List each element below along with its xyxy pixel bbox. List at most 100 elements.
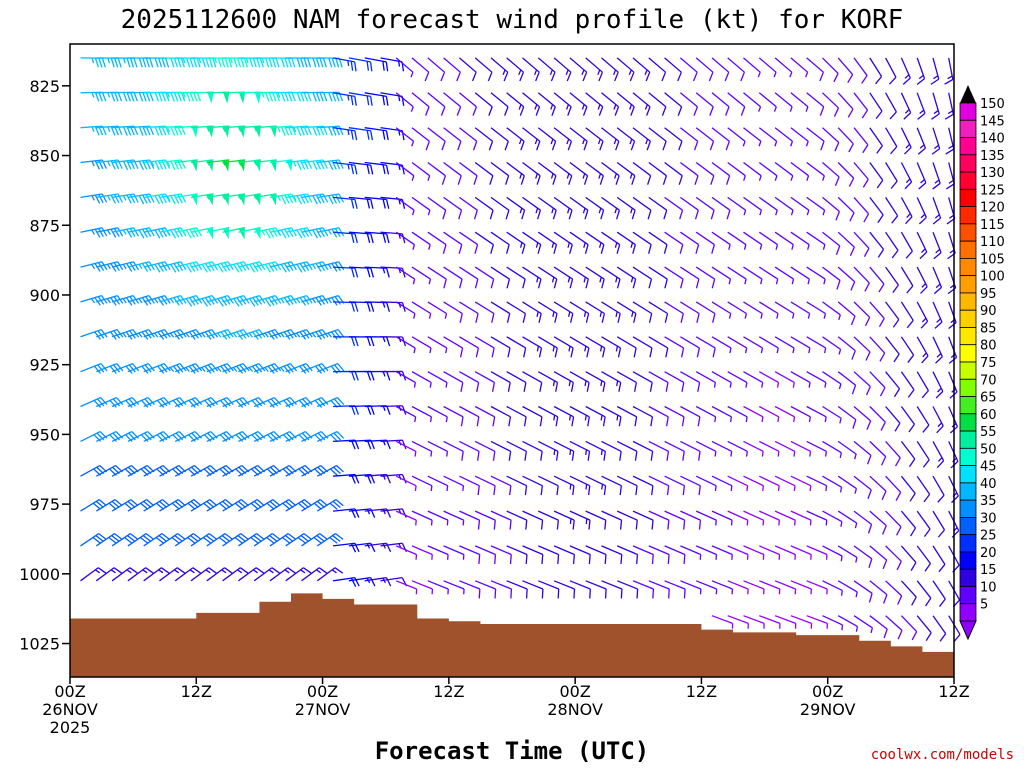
wind-barb — [869, 197, 884, 224]
wind-barb — [853, 196, 870, 223]
wind-barb — [285, 159, 313, 171]
wind-barb — [585, 266, 605, 289]
wind-barb — [395, 57, 414, 78]
wind-barb — [790, 615, 813, 629]
wind-barb — [569, 545, 591, 565]
wind-barb — [301, 533, 328, 547]
wind-barb — [490, 336, 511, 358]
wind-barb — [175, 295, 203, 307]
wind-barb — [316, 567, 344, 582]
wind-barb — [944, 57, 954, 85]
wind-barb — [727, 440, 748, 457]
wind-barb — [111, 533, 139, 547]
wind-barb — [395, 440, 417, 457]
wind-barb — [553, 196, 573, 220]
wind-barb — [143, 363, 171, 374]
wind-barb — [206, 329, 234, 340]
wind-barb — [585, 580, 607, 599]
colorbar-label: 80 — [980, 339, 997, 354]
wind-barb — [695, 196, 715, 220]
wind-barb — [569, 57, 588, 82]
colorbar-bin — [959, 603, 977, 622]
wind-barb — [869, 545, 888, 570]
wind-barb — [806, 510, 828, 526]
wind-barb — [632, 580, 655, 599]
wind-barb — [127, 329, 155, 340]
wind-barb — [679, 92, 699, 116]
wind-barb — [553, 92, 572, 116]
wind-barb — [916, 580, 932, 607]
wind-barb — [538, 475, 559, 496]
colorbar-label: 15 — [980, 563, 997, 578]
x-tick-label: 27NOV — [295, 700, 351, 719]
wind-barb — [632, 57, 651, 82]
wind-barb — [206, 261, 234, 273]
wind-barb — [648, 580, 670, 599]
wind-barb — [711, 440, 733, 457]
wind-barb — [537, 196, 557, 220]
wind-barb — [474, 266, 495, 289]
wind-barb — [427, 57, 446, 82]
colorbar-bin — [959, 361, 977, 380]
wind-barb — [411, 371, 432, 388]
wind-barb — [885, 440, 901, 467]
colorbar-max-arrow — [960, 85, 976, 103]
wind-barb — [395, 545, 418, 560]
colorbar-bin — [959, 257, 977, 277]
wind-barb — [837, 615, 859, 632]
wind-barb — [632, 545, 654, 565]
colorbar-label: 75 — [980, 356, 997, 371]
wind-barb — [427, 161, 447, 185]
wind-barb — [695, 127, 715, 151]
wind-barb — [743, 440, 764, 457]
wind-barb — [269, 567, 296, 582]
wind-barb — [269, 227, 297, 239]
wind-barb — [601, 336, 622, 358]
wind-barb — [127, 227, 155, 239]
colorbar-label: 60 — [980, 408, 997, 423]
wind-barb — [727, 92, 746, 116]
y-tick-label: 925 — [29, 356, 60, 375]
wind-barb — [427, 440, 449, 457]
wind-barb — [301, 329, 329, 340]
wind-barb — [537, 301, 558, 323]
wind-barb — [80, 431, 108, 442]
colorbar: 1501451401351301251201151101051009590858… — [959, 85, 1005, 641]
wind-barb — [869, 92, 883, 120]
wind-barb — [316, 533, 344, 547]
wind-barb — [269, 396, 297, 408]
wind-barb — [143, 227, 171, 239]
wind-barb — [664, 405, 685, 427]
wind-barb — [474, 161, 494, 185]
wind-barb — [648, 510, 670, 530]
wind-barb — [711, 371, 732, 388]
wind-barb — [443, 196, 463, 220]
colorbar-bin — [959, 413, 977, 432]
wind-barb — [790, 196, 810, 216]
wind-barb — [411, 57, 430, 82]
wind-barb — [411, 336, 432, 354]
wind-barb — [616, 545, 639, 565]
wind-barb — [727, 615, 749, 629]
wind-barb — [111, 396, 140, 408]
wind-barb — [822, 580, 843, 596]
wind-barb — [664, 301, 684, 323]
wind-barb — [790, 231, 810, 250]
wind-barb — [506, 301, 527, 323]
wind-barb — [553, 545, 575, 565]
wind-barb — [364, 266, 390, 278]
wind-barb — [695, 301, 716, 323]
wind-barb — [569, 301, 590, 323]
wind-barb — [490, 510, 512, 530]
wind-barb — [143, 464, 171, 477]
wind-barb — [585, 545, 607, 565]
colorbar-label: 120 — [980, 201, 1005, 216]
wind-barb — [443, 161, 462, 185]
wind-barb — [395, 196, 415, 216]
wind-barb — [695, 440, 717, 457]
wind-barb — [790, 371, 811, 388]
wind-barb — [585, 510, 607, 530]
wind-barb — [569, 92, 588, 116]
wind-barb — [822, 301, 841, 321]
wind-barb — [601, 545, 623, 565]
